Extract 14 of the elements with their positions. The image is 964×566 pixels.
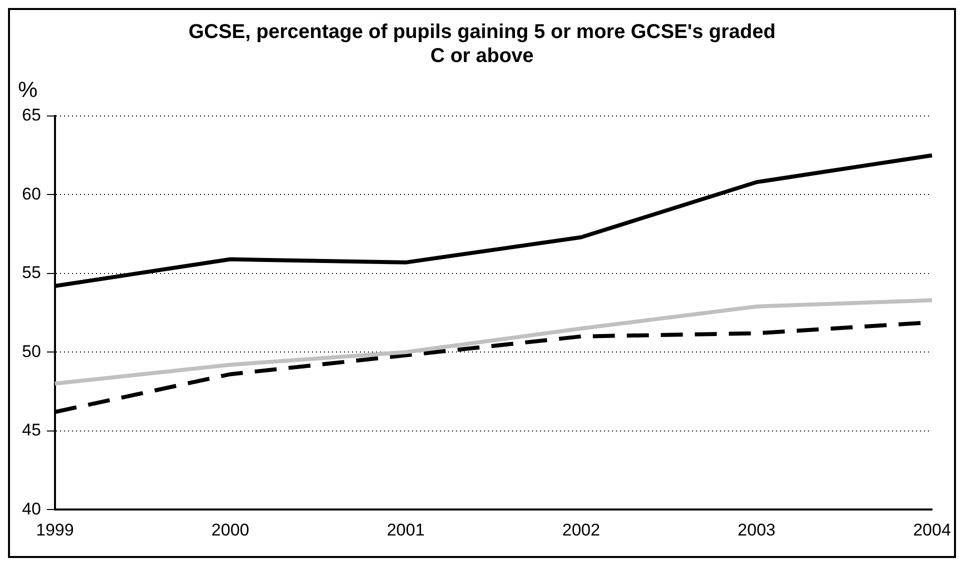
x-tick-label: 2003 [738, 520, 776, 540]
y-tick-label: 45 [22, 420, 41, 440]
y-tick-label: 50 [22, 342, 41, 361]
y-tick-label: 60 [22, 184, 41, 204]
y-tick-label: 55 [22, 263, 41, 282]
x-tick-label: 2001 [386, 520, 425, 540]
x-tick-label: 2002 [562, 520, 600, 540]
y-tick-label: 65 [22, 106, 41, 125]
y-tick-label: 40 [22, 499, 41, 518]
x-tick-label: 1999 [36, 520, 74, 540]
x-tick-label: 2000 [211, 520, 250, 540]
x-tick-label: 2004 [913, 520, 951, 540]
chart-title: GCSE, percentage of pupils gaining 5 or more GCSE's graded C or above [187, 20, 777, 68]
y-axis-title: % [18, 77, 38, 102]
